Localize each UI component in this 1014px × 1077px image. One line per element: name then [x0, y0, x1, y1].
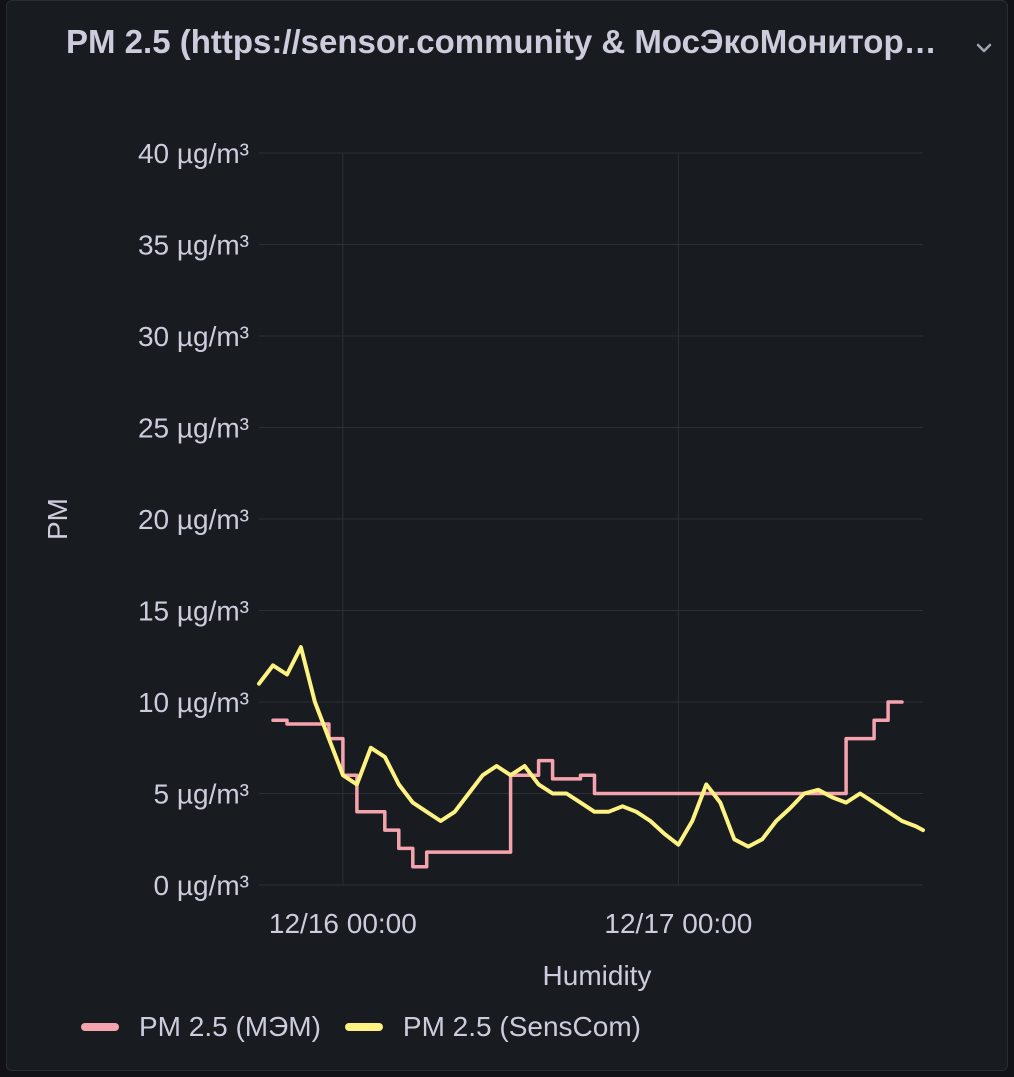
y-tick-label: 20 µg/m³ — [138, 504, 249, 535]
x-tick-label: 12/16 00:00 — [269, 908, 417, 939]
x-axis-title: Humidity — [543, 960, 652, 991]
series-line-mem — [271, 700, 904, 869]
y-axis-ticks: 0 µg/m³ 5 µg/m³ 10 µg/m³ 15 µg/m³ 20 µg/m³ 25… — [138, 138, 249, 901]
y-tick-label: 10 µg/m³ — [138, 687, 249, 718]
legend-swatch-mem — [81, 1023, 119, 1031]
legend: PM 2.5 (МЭМ) PM 2.5 (SensCom) — [81, 1007, 665, 1047]
legend-label-senscom: PM 2.5 (SensCom) — [402, 1011, 641, 1042]
series-layer — [257, 645, 925, 869]
grid — [259, 152, 923, 886]
legend-item-senscom[interactable]: PM 2.5 (SensCom) — [344, 1011, 641, 1043]
chevron-down-icon[interactable] — [967, 31, 1001, 65]
series-line-senscom — [257, 645, 925, 849]
y-tick-label: 25 µg/m³ — [138, 413, 249, 444]
legend-item-mem[interactable]: PM 2.5 (МЭМ) — [81, 1011, 321, 1043]
legend-label-mem: PM 2.5 (МЭМ) — [139, 1011, 321, 1042]
x-tick-label: 12/17 00:00 — [604, 908, 752, 939]
y-tick-label: 40 µg/m³ — [138, 138, 249, 169]
y-axis-title: PM — [42, 498, 73, 540]
y-tick-label: 0 µg/m³ — [154, 870, 249, 901]
y-tick-label: 5 µg/m³ — [154, 779, 249, 810]
y-tick-label: 30 µg/m³ — [138, 321, 249, 352]
legend-swatch-senscom — [344, 1023, 383, 1031]
x-axis-ticks: 12/16 00:00 12/17 00:00 — [269, 908, 752, 939]
line-chart: 0 µg/m³ 5 µg/m³ 10 µg/m³ 15 µg/m³ 20 µg/m³ 25… — [42, 138, 925, 991]
panel-header: PM 2.5 (https://sensor.community & МосЭк… — [7, 1, 1007, 89]
chart-panel: PM 2.5 (https://sensor.community & МосЭк… — [6, 0, 1008, 1071]
y-tick-label: 15 µg/m³ — [138, 596, 249, 627]
y-tick-label: 35 µg/m³ — [138, 230, 249, 261]
